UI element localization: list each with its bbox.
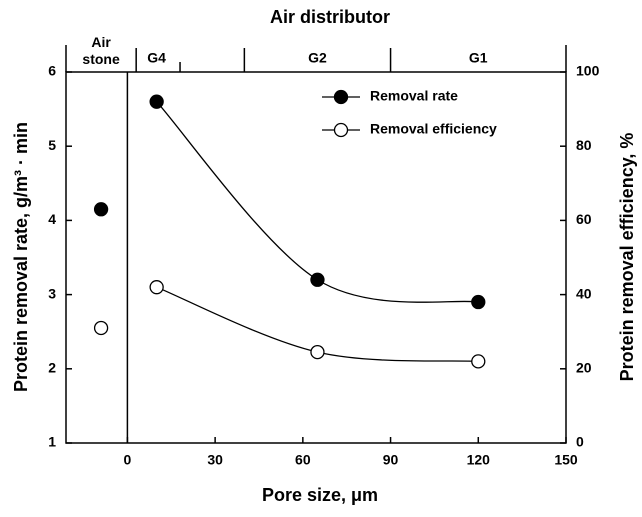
data-point [149, 280, 164, 295]
x2-label: G1 [469, 50, 488, 66]
y2-axis-title: Protein removal efficiency, % [617, 133, 637, 382]
y-axis-title: Protein removal rate, g/m³ · min [11, 122, 31, 392]
data-point [471, 294, 486, 310]
x-tick-label: 30 [207, 452, 223, 468]
data-point [149, 94, 164, 109]
x-tick-label: 60 [295, 452, 311, 468]
data-point [310, 272, 325, 287]
data-point [93, 202, 109, 217]
x2-label: Air stone [82, 34, 120, 67]
y2-tick-label: 100 [576, 63, 600, 79]
y2-tick-label: 80 [576, 137, 592, 153]
x-tick-label: 120 [467, 452, 491, 468]
legend-label: Removal rate [370, 88, 458, 104]
y-tick-label: 4 [48, 211, 56, 227]
y-tick-label: 1 [48, 434, 56, 450]
y-tick-label: 5 [48, 137, 56, 153]
data-point [93, 320, 109, 336]
x-tick-label: 90 [383, 452, 399, 468]
x-tick-label: 0 [124, 452, 132, 468]
x2-label: G2 [308, 50, 327, 66]
y2-tick-label: 40 [576, 285, 592, 301]
y-tick-label: 2 [48, 360, 56, 376]
y2-tick-label: 20 [576, 360, 592, 376]
chart-title: Air distributor [270, 7, 390, 27]
y-tick-label: 6 [48, 63, 56, 79]
y-tick-label: 3 [48, 285, 56, 301]
data-point [471, 354, 486, 369]
plot-frame [65, 71, 567, 444]
legend-marker [333, 89, 349, 105]
legend-marker [333, 122, 349, 138]
y2-tick-label: 0 [576, 434, 584, 450]
x2-label: G4 [147, 50, 166, 66]
y2-tick-label: 60 [576, 211, 592, 227]
data-point [310, 344, 325, 360]
x-tick-label: 150 [554, 452, 578, 468]
legend-label: Removal efficiency [370, 121, 497, 137]
x-axis-title: Pore size, μm [262, 485, 378, 505]
